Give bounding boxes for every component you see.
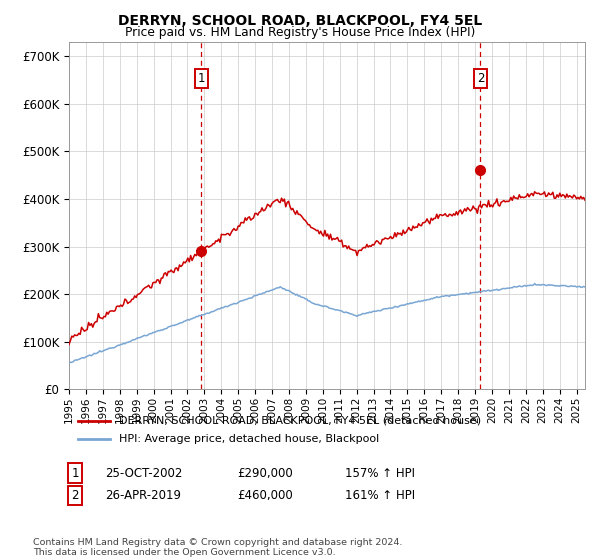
- Text: DERRYN, SCHOOL ROAD, BLACKPOOL, FY4 5EL: DERRYN, SCHOOL ROAD, BLACKPOOL, FY4 5EL: [118, 14, 482, 28]
- Text: 161% ↑ HPI: 161% ↑ HPI: [345, 489, 415, 502]
- Text: 2: 2: [71, 489, 79, 502]
- Text: Contains HM Land Registry data © Crown copyright and database right 2024.
This d: Contains HM Land Registry data © Crown c…: [33, 538, 403, 557]
- Text: 157% ↑ HPI: 157% ↑ HPI: [345, 466, 415, 480]
- Text: 25-OCT-2002: 25-OCT-2002: [105, 466, 182, 480]
- Text: Price paid vs. HM Land Registry's House Price Index (HPI): Price paid vs. HM Land Registry's House …: [125, 26, 475, 39]
- Text: £290,000: £290,000: [237, 466, 293, 480]
- Text: DERRYN, SCHOOL ROAD, BLACKPOOL, FY4 5EL (detached house): DERRYN, SCHOOL ROAD, BLACKPOOL, FY4 5EL …: [119, 416, 481, 426]
- Text: 1: 1: [197, 72, 205, 85]
- Text: £460,000: £460,000: [237, 489, 293, 502]
- Text: 1: 1: [71, 466, 79, 480]
- Text: HPI: Average price, detached house, Blackpool: HPI: Average price, detached house, Blac…: [119, 434, 379, 444]
- Text: 26-APR-2019: 26-APR-2019: [105, 489, 181, 502]
- Text: 2: 2: [476, 72, 484, 85]
